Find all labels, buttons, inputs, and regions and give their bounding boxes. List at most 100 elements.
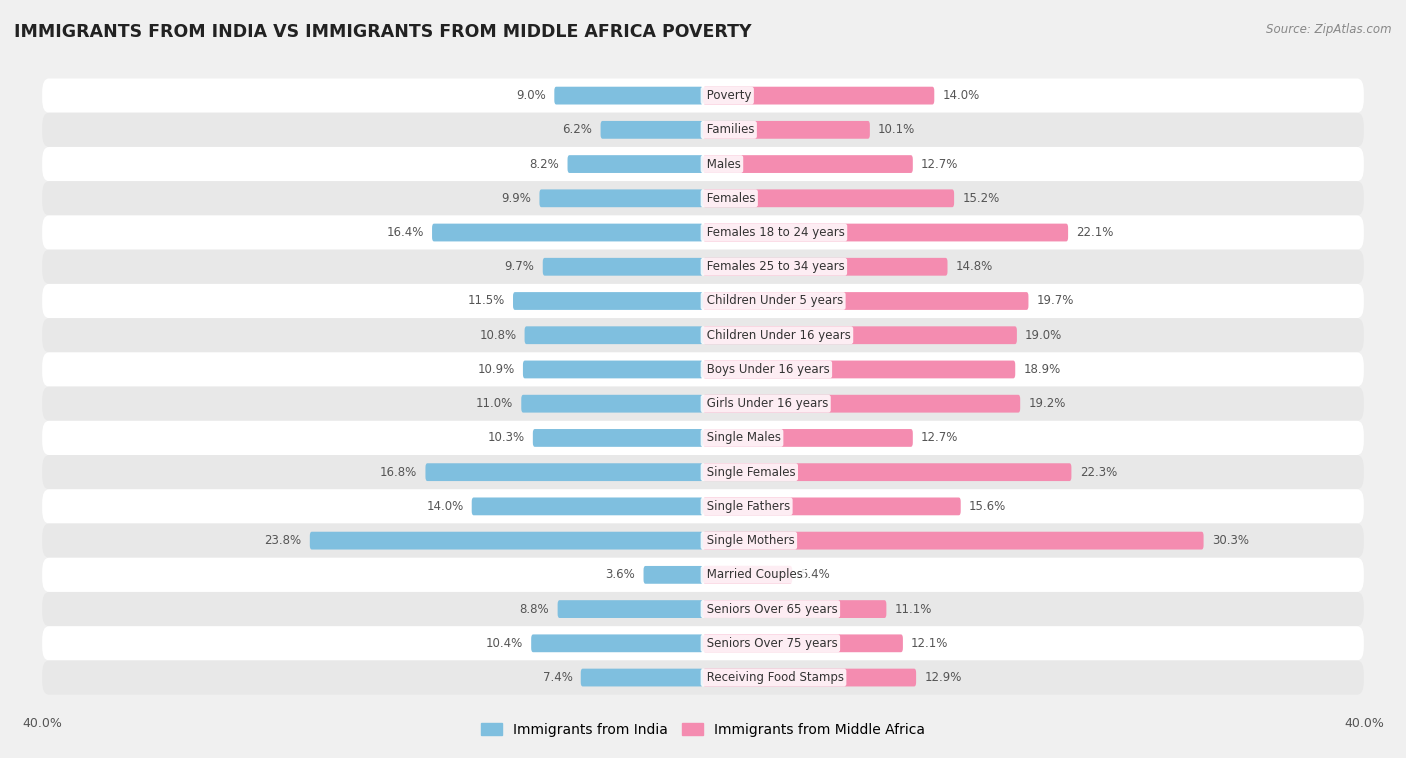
Text: Single Females: Single Females xyxy=(703,465,796,478)
FancyBboxPatch shape xyxy=(42,284,1364,318)
FancyBboxPatch shape xyxy=(540,190,703,207)
Text: 11.0%: 11.0% xyxy=(475,397,513,410)
Text: Source: ZipAtlas.com: Source: ZipAtlas.com xyxy=(1267,23,1392,36)
Text: Seniors Over 75 years: Seniors Over 75 years xyxy=(703,637,838,650)
FancyBboxPatch shape xyxy=(42,181,1364,215)
Text: 12.9%: 12.9% xyxy=(924,671,962,684)
Text: Females 25 to 34 years: Females 25 to 34 years xyxy=(703,260,845,274)
Text: 14.8%: 14.8% xyxy=(956,260,993,274)
FancyBboxPatch shape xyxy=(543,258,703,276)
FancyBboxPatch shape xyxy=(42,524,1364,558)
FancyBboxPatch shape xyxy=(644,566,703,584)
Text: 5.4%: 5.4% xyxy=(800,568,830,581)
Text: Single Males: Single Males xyxy=(703,431,780,444)
FancyBboxPatch shape xyxy=(42,147,1364,181)
FancyBboxPatch shape xyxy=(42,318,1364,352)
Text: 18.9%: 18.9% xyxy=(1024,363,1060,376)
FancyBboxPatch shape xyxy=(42,660,1364,694)
FancyBboxPatch shape xyxy=(42,113,1364,147)
Text: 8.8%: 8.8% xyxy=(520,603,550,615)
FancyBboxPatch shape xyxy=(558,600,703,618)
Text: 10.9%: 10.9% xyxy=(478,363,515,376)
Text: 8.2%: 8.2% xyxy=(530,158,560,171)
FancyBboxPatch shape xyxy=(703,190,955,207)
Text: 30.3%: 30.3% xyxy=(1212,534,1249,547)
Text: 15.2%: 15.2% xyxy=(962,192,1000,205)
FancyBboxPatch shape xyxy=(42,249,1364,284)
FancyBboxPatch shape xyxy=(533,429,703,446)
Text: 11.5%: 11.5% xyxy=(468,295,505,308)
Text: 15.6%: 15.6% xyxy=(969,500,1007,513)
Text: Males: Males xyxy=(703,158,741,171)
FancyBboxPatch shape xyxy=(568,155,703,173)
FancyBboxPatch shape xyxy=(524,327,703,344)
Text: 7.4%: 7.4% xyxy=(543,671,572,684)
FancyBboxPatch shape xyxy=(309,531,703,550)
Text: 9.7%: 9.7% xyxy=(505,260,534,274)
FancyBboxPatch shape xyxy=(703,258,948,276)
Text: Poverty: Poverty xyxy=(703,89,751,102)
FancyBboxPatch shape xyxy=(432,224,703,242)
Text: 12.7%: 12.7% xyxy=(921,158,959,171)
Text: 10.4%: 10.4% xyxy=(485,637,523,650)
FancyBboxPatch shape xyxy=(703,497,960,515)
Text: 16.4%: 16.4% xyxy=(387,226,423,239)
Text: Girls Under 16 years: Girls Under 16 years xyxy=(703,397,828,410)
Text: 12.1%: 12.1% xyxy=(911,637,949,650)
Text: Families: Families xyxy=(703,124,755,136)
FancyBboxPatch shape xyxy=(703,429,912,446)
Text: 23.8%: 23.8% xyxy=(264,534,301,547)
Text: 22.3%: 22.3% xyxy=(1080,465,1116,478)
Legend: Immigrants from India, Immigrants from Middle Africa: Immigrants from India, Immigrants from M… xyxy=(475,718,931,743)
Text: Married Couples: Married Couples xyxy=(703,568,803,581)
FancyBboxPatch shape xyxy=(42,592,1364,626)
FancyBboxPatch shape xyxy=(523,361,703,378)
FancyBboxPatch shape xyxy=(703,600,886,618)
FancyBboxPatch shape xyxy=(703,395,1021,412)
Text: 10.3%: 10.3% xyxy=(488,431,524,444)
FancyBboxPatch shape xyxy=(703,224,1069,242)
FancyBboxPatch shape xyxy=(42,558,1364,592)
Text: 14.0%: 14.0% xyxy=(426,500,464,513)
FancyBboxPatch shape xyxy=(703,361,1015,378)
Text: 22.1%: 22.1% xyxy=(1077,226,1114,239)
FancyBboxPatch shape xyxy=(703,669,917,687)
FancyBboxPatch shape xyxy=(513,292,703,310)
Text: 11.1%: 11.1% xyxy=(894,603,932,615)
Text: 3.6%: 3.6% xyxy=(606,568,636,581)
FancyBboxPatch shape xyxy=(703,292,1028,310)
FancyBboxPatch shape xyxy=(703,327,1017,344)
FancyBboxPatch shape xyxy=(703,463,1071,481)
Text: Females: Females xyxy=(703,192,755,205)
Text: 9.9%: 9.9% xyxy=(502,192,531,205)
FancyBboxPatch shape xyxy=(42,79,1364,113)
Text: Single Mothers: Single Mothers xyxy=(703,534,794,547)
Text: 19.0%: 19.0% xyxy=(1025,329,1063,342)
Text: IMMIGRANTS FROM INDIA VS IMMIGRANTS FROM MIDDLE AFRICA POVERTY: IMMIGRANTS FROM INDIA VS IMMIGRANTS FROM… xyxy=(14,23,752,41)
Text: 9.0%: 9.0% xyxy=(516,89,546,102)
FancyBboxPatch shape xyxy=(42,489,1364,524)
FancyBboxPatch shape xyxy=(42,626,1364,660)
FancyBboxPatch shape xyxy=(703,566,792,584)
Text: 10.1%: 10.1% xyxy=(879,124,915,136)
Text: 12.7%: 12.7% xyxy=(921,431,959,444)
FancyBboxPatch shape xyxy=(703,634,903,652)
FancyBboxPatch shape xyxy=(426,463,703,481)
FancyBboxPatch shape xyxy=(554,86,703,105)
FancyBboxPatch shape xyxy=(703,86,934,105)
Text: Single Fathers: Single Fathers xyxy=(703,500,790,513)
Text: Receiving Food Stamps: Receiving Food Stamps xyxy=(703,671,844,684)
Text: 6.2%: 6.2% xyxy=(562,124,592,136)
Text: 19.2%: 19.2% xyxy=(1028,397,1066,410)
Text: 19.7%: 19.7% xyxy=(1036,295,1074,308)
Text: 10.8%: 10.8% xyxy=(479,329,516,342)
FancyBboxPatch shape xyxy=(522,395,703,412)
FancyBboxPatch shape xyxy=(471,497,703,515)
FancyBboxPatch shape xyxy=(703,121,870,139)
Text: Boys Under 16 years: Boys Under 16 years xyxy=(703,363,830,376)
Text: 14.0%: 14.0% xyxy=(942,89,980,102)
Text: 16.8%: 16.8% xyxy=(380,465,418,478)
Text: Children Under 16 years: Children Under 16 years xyxy=(703,329,851,342)
FancyBboxPatch shape xyxy=(42,352,1364,387)
FancyBboxPatch shape xyxy=(42,387,1364,421)
